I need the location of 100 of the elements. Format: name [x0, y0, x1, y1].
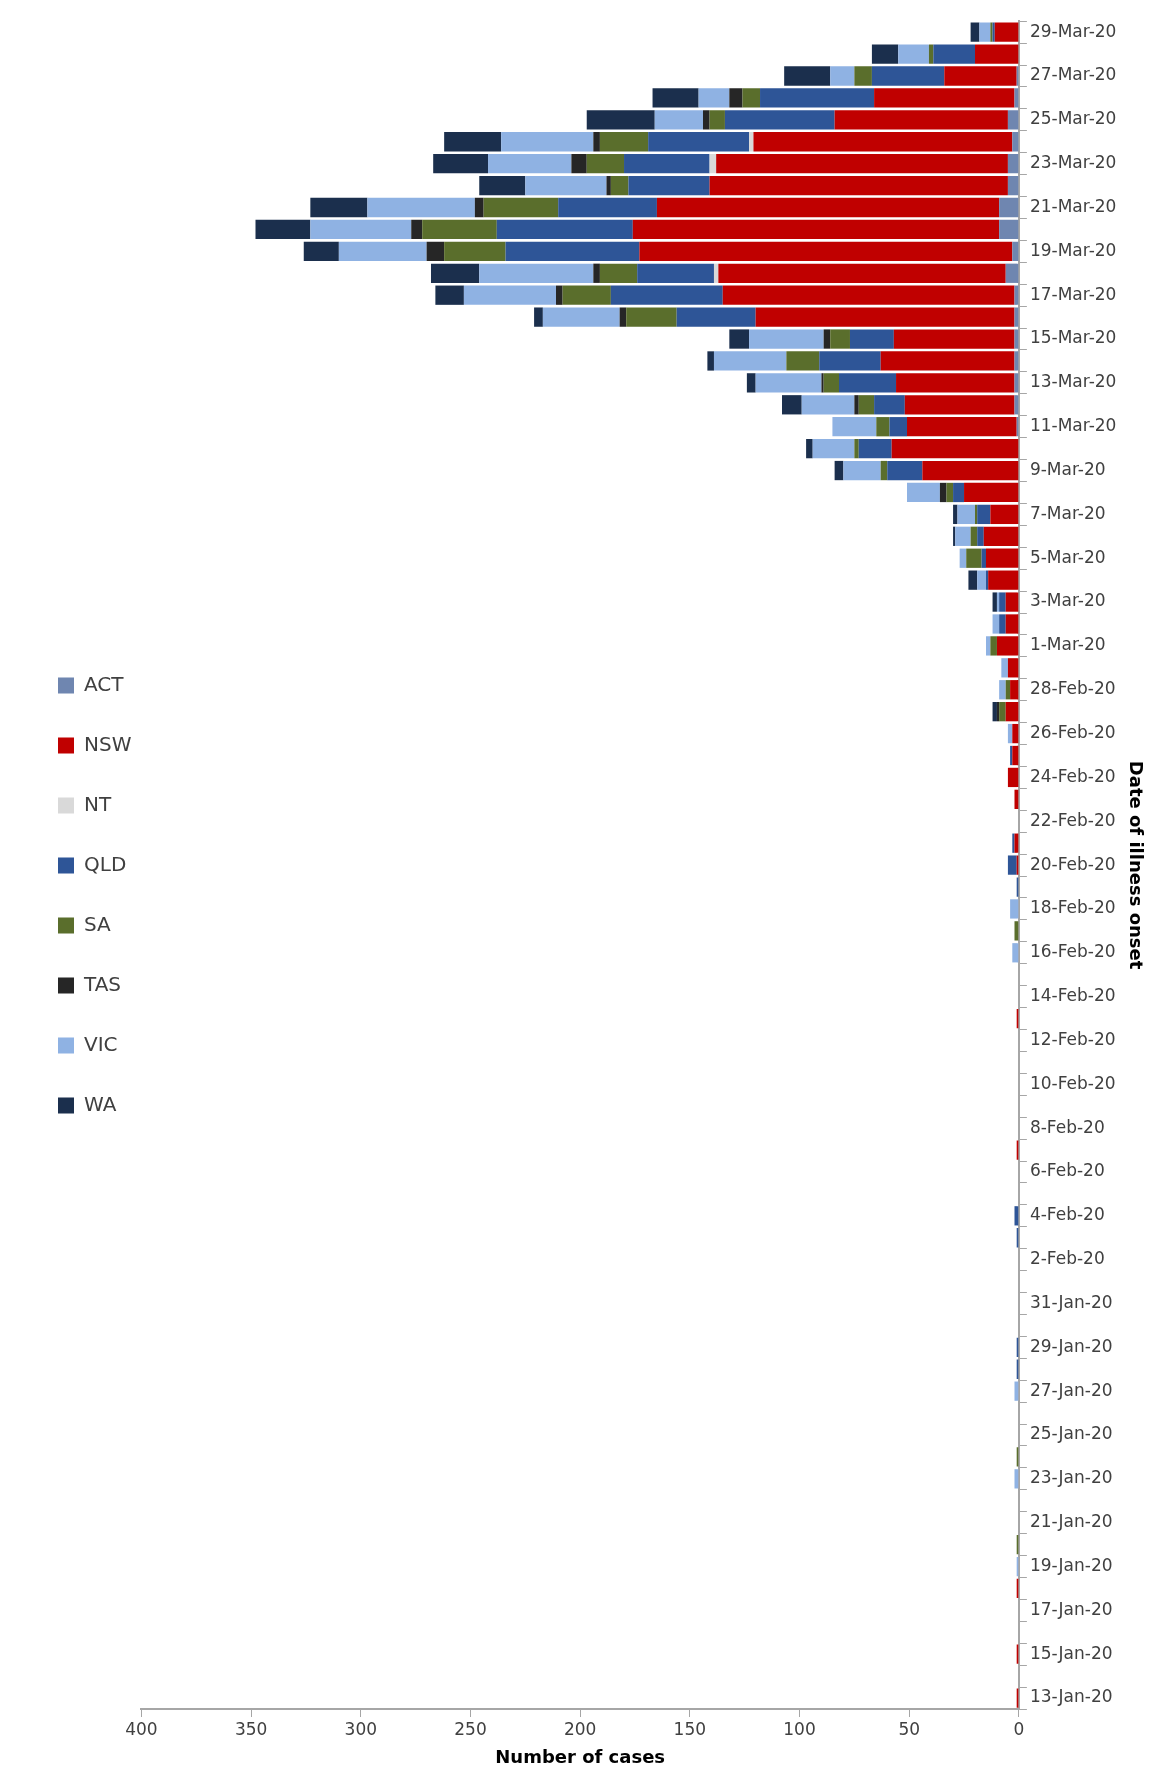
x-tick-label: 100 — [783, 1718, 816, 1739]
bar — [854, 66, 872, 86]
bar — [996, 592, 1000, 612]
bar — [722, 285, 1015, 305]
bar — [834, 460, 844, 481]
bar — [893, 329, 1015, 349]
bar — [876, 417, 890, 437]
y-tick-label: 11-Mar-20 — [1029, 415, 1117, 436]
bar — [1007, 110, 1019, 130]
bar — [479, 263, 594, 283]
y-tick-label: 15-Mar-20 — [1029, 327, 1117, 348]
y-tick-label: 1-Mar-20 — [1029, 634, 1106, 655]
bar — [463, 285, 557, 305]
y-tick-label: 17-Mar-20 — [1029, 283, 1117, 304]
bar — [656, 197, 1000, 218]
bar — [488, 154, 572, 174]
bar — [898, 44, 929, 64]
bar — [939, 482, 947, 503]
bar — [871, 44, 899, 64]
y-tick-label: 9-Mar-20 — [1029, 458, 1106, 479]
y-tick-label: 21-Jan-20 — [1029, 1511, 1113, 1532]
bar — [953, 482, 965, 503]
y-tick-label: 17-Jan-20 — [1029, 1598, 1113, 1619]
bar — [435, 285, 464, 305]
bar — [999, 197, 1019, 218]
bar — [338, 241, 427, 261]
bar — [652, 88, 699, 108]
bar — [994, 22, 1019, 42]
bar — [966, 548, 982, 568]
bar — [1014, 1469, 1019, 1489]
bar — [964, 482, 1019, 503]
bar — [709, 110, 725, 130]
bar — [729, 88, 743, 108]
bar — [933, 44, 976, 64]
bar — [599, 263, 638, 283]
y-tick-label: 2-Feb-20 — [1029, 1248, 1105, 1269]
bar — [716, 154, 1008, 174]
bar — [628, 175, 710, 196]
bar — [1014, 1206, 1019, 1226]
y-tick-label: 18-Feb-20 — [1029, 897, 1116, 918]
bar — [724, 110, 835, 130]
bar — [624, 154, 710, 174]
bar — [1012, 745, 1019, 766]
y-tick-label: 23-Jan-20 — [1029, 1467, 1113, 1488]
bar — [718, 263, 1006, 283]
bar — [1012, 723, 1019, 744]
bar — [303, 241, 339, 261]
legend-label: SA — [84, 911, 112, 936]
bar — [999, 614, 1006, 634]
y-tick-label: 7-Mar-20 — [1029, 502, 1106, 523]
y-tick-label: 12-Feb-20 — [1029, 1028, 1116, 1049]
y-tick-label: 21-Mar-20 — [1029, 195, 1117, 216]
bar — [742, 88, 761, 108]
bar — [1005, 614, 1019, 634]
x-tick-label: 350 — [234, 1718, 268, 1739]
bar — [1007, 658, 1019, 678]
bar — [255, 219, 311, 240]
bar — [1014, 395, 1019, 415]
y-tick-label: 13-Mar-20 — [1029, 371, 1117, 392]
y-tick-label: 13-Jan-20 — [1029, 1686, 1113, 1707]
bar — [310, 197, 368, 218]
bar — [999, 680, 1006, 700]
y-tick-label: 29-Mar-20 — [1029, 20, 1117, 41]
bar — [922, 460, 1019, 481]
bar — [632, 219, 1000, 240]
bar — [525, 175, 607, 196]
y-tick-label: 28-Feb-20 — [1029, 678, 1116, 699]
bar — [1001, 658, 1008, 678]
bar — [830, 66, 855, 86]
bar — [781, 395, 802, 415]
y-tick-label: 26-Feb-20 — [1029, 722, 1116, 743]
bar — [1007, 767, 1019, 788]
bar — [1014, 307, 1019, 327]
bar — [830, 329, 850, 349]
bar — [834, 110, 1008, 130]
y-tick-label: 14-Feb-20 — [1029, 985, 1116, 1006]
bar — [992, 592, 997, 612]
bar — [988, 570, 1019, 590]
bar — [709, 154, 717, 174]
legend-label: VIC — [84, 1031, 118, 1056]
y-tick-label: 25-Jan-20 — [1029, 1423, 1113, 1444]
bar — [821, 373, 824, 393]
legend-label: QLD — [84, 851, 127, 876]
bar — [542, 307, 620, 327]
x-tick-label: 400 — [125, 1718, 158, 1739]
bar — [1014, 329, 1019, 349]
bar — [891, 438, 1019, 459]
y-tick-label: 4-Feb-20 — [1029, 1204, 1105, 1225]
bar — [819, 351, 881, 371]
bar — [854, 438, 859, 459]
bar — [977, 570, 986, 590]
bar — [755, 373, 822, 393]
y-tick-label: 20-Feb-20 — [1029, 853, 1116, 874]
bar — [858, 438, 892, 459]
bar — [426, 241, 445, 261]
bar — [983, 526, 1019, 546]
bar — [849, 329, 894, 349]
bar — [593, 132, 600, 152]
bar — [1007, 855, 1017, 875]
bar — [483, 197, 559, 218]
